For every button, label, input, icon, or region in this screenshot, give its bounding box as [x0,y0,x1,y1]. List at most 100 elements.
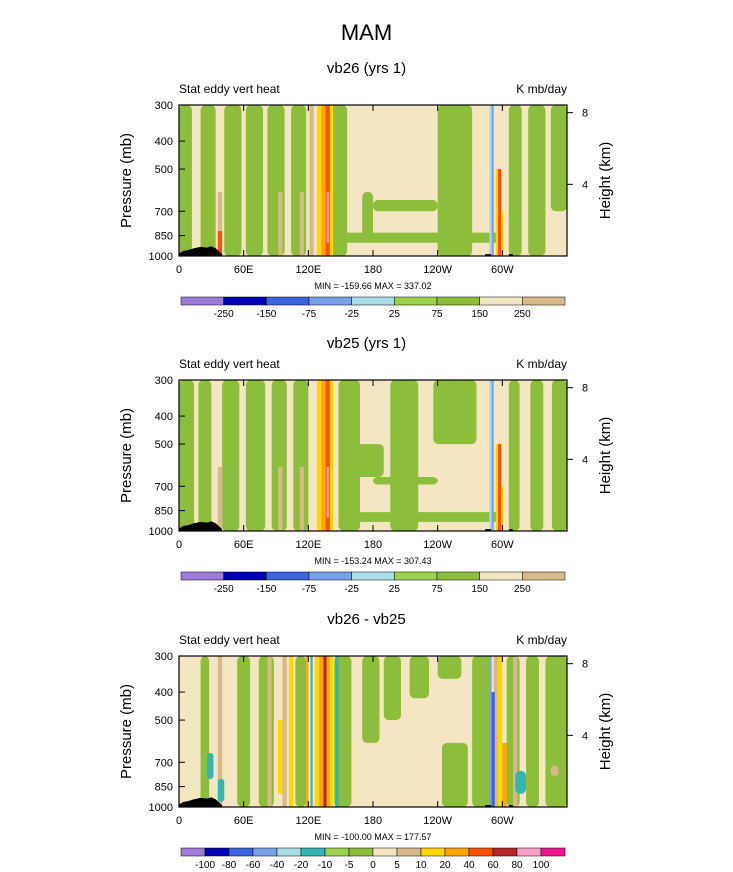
contour-region [288,656,294,807]
contour-field [179,105,567,256]
colorbar-swatch [522,296,566,306]
contour-region [493,656,499,807]
colorbar-label: -75 [302,584,317,595]
y-tick-label: 400 [155,687,173,699]
x-tick-label: 120E [295,539,321,551]
y-right-axis-title: Height (km) [597,693,614,771]
contour-region [306,656,309,807]
y-right-tick-label: 4 [582,730,588,742]
contour-region [299,466,305,531]
x-tick-label: 120W [423,815,452,827]
contour-region [316,380,322,531]
colorbar-label: 25 [389,584,401,595]
colorbar-swatch [492,847,518,857]
contour-region [441,742,468,807]
contour-region [335,656,339,807]
colorbar-swatch [223,571,267,581]
y-axis-title: Pressure (mb) [118,684,135,779]
contour-region [325,380,330,531]
contour-region [489,656,492,807]
contour-region [314,656,320,807]
x-tick-label: 60E [234,264,254,276]
contour-region [200,105,216,256]
topography-mask [179,521,223,531]
contour-region [295,656,307,807]
colorbar-label: 40 [463,860,475,871]
y-tick-label: 850 [155,782,173,794]
contour-region [513,656,518,807]
colorbar-swatch [308,296,352,306]
contour-region [309,105,314,256]
contour-field [179,380,567,531]
contour-plot: 300 400 500 700 850 1000 4 8 0 60E 120E 180 120W 60W P… [118,375,614,595]
contour-region [489,380,492,531]
contour-region [299,191,305,256]
contour-region [351,444,384,477]
y-right-axis-title: Height (km) [597,417,614,495]
contour-region [498,656,503,807]
colorbar-label: 75 [431,309,443,320]
contour-region [338,380,361,531]
contour-region [489,105,492,256]
contour-region [179,380,195,531]
colorbar-label: 80 [511,860,523,871]
colorbar-label: -5 [345,860,354,871]
colorbar-swatch [276,847,302,857]
colorbar-swatch [372,847,398,857]
x-tick-label: 60E [234,539,254,551]
contour-region [217,779,225,802]
colorbar-swatch [468,847,494,857]
contour-region [245,380,266,531]
panel-vb26: vb26 (yrs 1) Stat eddy vert heat K mb/da… [0,60,733,320]
contour-region [237,656,251,807]
colorbar-swatch [180,847,206,857]
colorbar-swatch [540,847,566,857]
colorbar-swatch [348,847,374,857]
y-axis-title: Pressure (mb) [118,408,135,503]
contour-region [502,742,507,807]
y-tick-label: 700 [155,757,173,769]
y-right-tick-label: 8 [582,108,588,120]
colorbar-label: -10 [318,860,333,871]
contour-region [373,200,438,212]
contour-region [551,380,567,531]
contour-region [351,512,503,522]
contour-region [383,656,402,721]
contour-region [217,231,223,256]
contour-region [310,656,313,807]
min-max-stats: MIN = -153.24 MAX = 307.43 [314,556,432,566]
contour-region [267,656,272,807]
colorbar-label: 75 [431,584,443,595]
y-tick-label: 500 [155,715,173,727]
contour-region [329,105,334,256]
contour-region [326,466,329,518]
contour-region [282,656,287,807]
contour-region [362,191,373,243]
contour-region [550,765,559,776]
x-tick-label: 180 [364,815,382,827]
colorbar-label: -80 [222,860,237,871]
topography-mask [508,254,513,256]
contour-region [495,444,499,531]
colorbar-swatch [436,296,480,306]
contour-region [495,169,499,256]
colorbar-label: 10 [415,860,427,871]
x-tick-label: 0 [176,815,182,827]
colorbar-label: 100 [533,860,550,871]
colorbar-swatch [228,847,254,857]
y-right-tick-label: 8 [582,383,588,395]
contour-region [491,692,495,807]
x-tick-label: 60W [491,539,514,551]
colorbar-swatch [300,847,326,857]
contour-region [326,191,329,243]
colorbar-swatch [436,571,480,581]
panel-right-label: K mb/day [516,357,567,371]
panel-title: vb26 - vb25 [327,611,406,628]
contour-region [528,105,546,256]
x-tick-label: 180 [364,264,382,276]
contour-region [278,191,283,256]
colorbar-swatch [252,847,278,857]
contour-region [321,380,326,531]
colorbar-swatch [479,571,523,581]
colorbar-swatch [351,571,395,581]
